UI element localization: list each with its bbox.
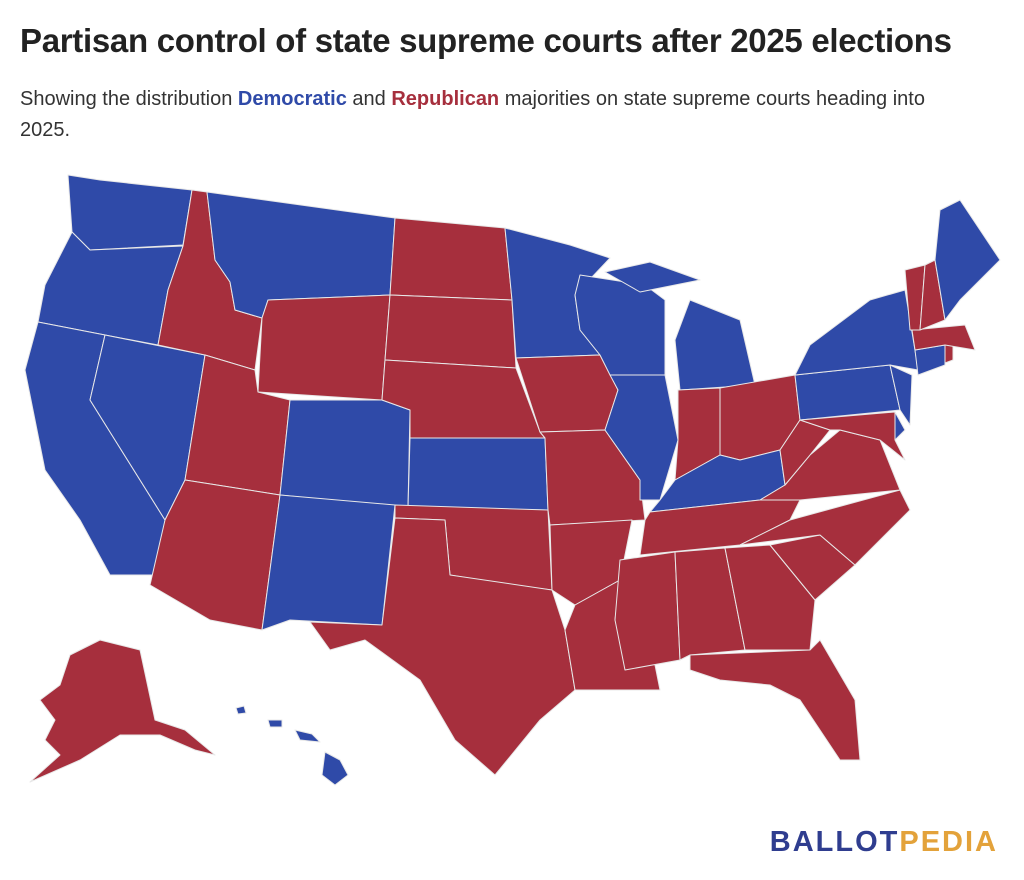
state-shape xyxy=(294,729,321,743)
state-shape xyxy=(389,217,513,301)
state-shape xyxy=(639,499,801,556)
state-shape xyxy=(261,494,396,631)
state-shape xyxy=(614,551,681,671)
title: Partisan control of state supreme courts… xyxy=(20,22,952,59)
party-label: Democratic xyxy=(237,88,347,110)
state-shape xyxy=(674,299,756,391)
state-shape xyxy=(779,419,831,486)
states xyxy=(24,174,1001,786)
logo-text: BALLOT xyxy=(769,826,900,858)
state-shape xyxy=(384,294,517,369)
subtitle: Showing the distribution Democratic and … xyxy=(20,84,980,146)
logo-text: PEDIA xyxy=(899,826,998,858)
state-shape xyxy=(739,489,911,566)
state-shape xyxy=(689,639,861,761)
state-shape xyxy=(29,639,216,783)
state-shape xyxy=(934,199,1001,321)
logo: BALLOTPEDIA xyxy=(770,826,998,859)
subtitle-text: Showing the distribution xyxy=(20,88,233,110)
state-shape xyxy=(604,374,679,501)
subtitle-text: majorities on state supreme courts headi… xyxy=(20,88,925,141)
state-shape xyxy=(724,544,816,651)
state-shape xyxy=(894,411,906,441)
state-shape xyxy=(604,261,701,293)
state-shape xyxy=(799,411,906,461)
state-shape xyxy=(407,437,549,511)
state-shape xyxy=(321,751,349,786)
state-shape xyxy=(944,344,954,364)
state-shape xyxy=(889,364,913,426)
party-label: Republican xyxy=(391,88,500,110)
state-shape xyxy=(911,324,976,351)
state-shape xyxy=(235,705,247,715)
state-shape xyxy=(674,547,746,661)
state-shape xyxy=(279,399,411,509)
state-shape xyxy=(267,719,283,728)
subtitle-text: and xyxy=(352,88,386,110)
state-shape xyxy=(309,517,576,776)
state-shape xyxy=(67,174,193,251)
state-shape xyxy=(794,289,919,376)
state-shape xyxy=(257,294,391,401)
